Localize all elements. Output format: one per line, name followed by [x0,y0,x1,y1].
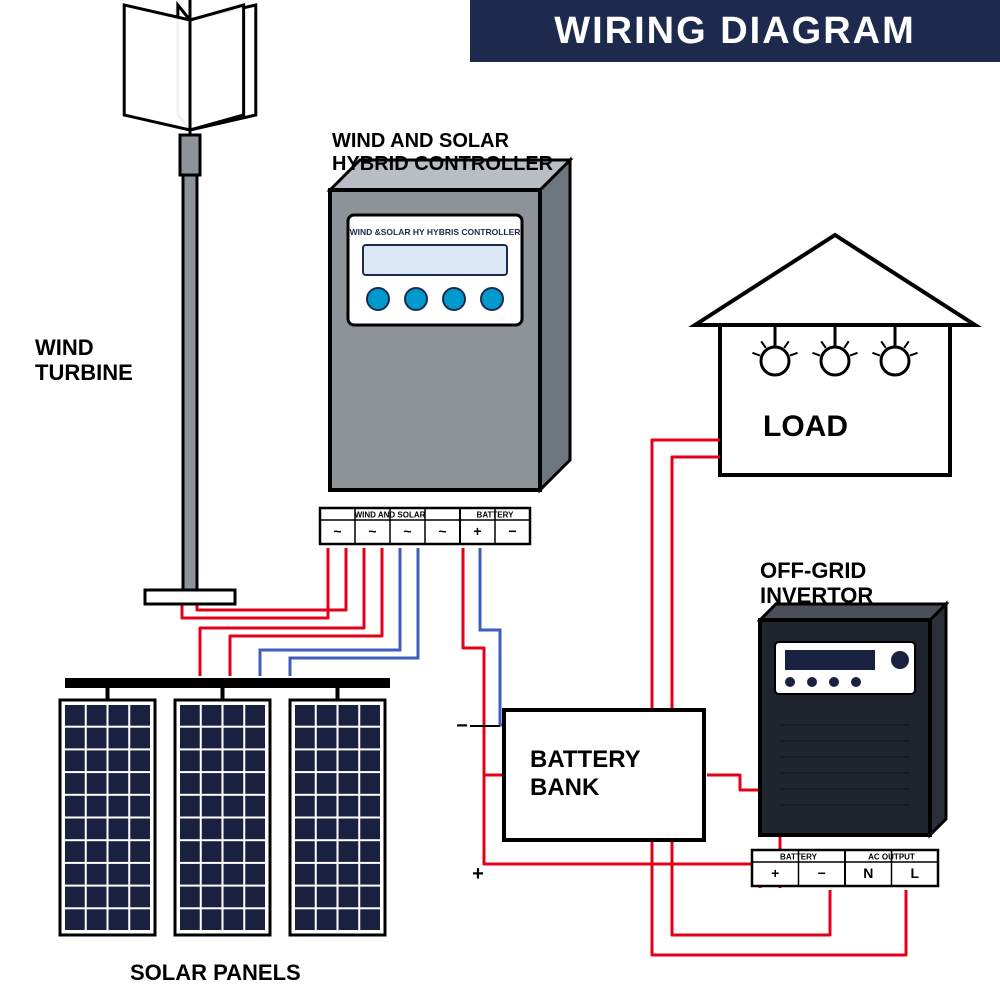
svg-text:−: − [818,865,826,881]
svg-text:N: N [863,865,873,881]
svg-text:~: ~ [333,523,341,539]
svg-text:WIND &SOLAR HY HYBRIS CONTROLL: WIND &SOLAR HY HYBRIS CONTROLLER [350,227,521,237]
wind-turbine-label: WIND TURBINE [35,335,133,386]
controller-button [405,288,427,310]
controller-button [481,288,503,310]
controller-button [367,288,389,310]
svg-text:~: ~ [403,523,411,539]
svg-text:~: ~ [368,523,376,539]
bulb-icon [821,347,849,375]
wire-red [463,548,502,775]
terminal-block: WIND AND SOLAR~~~~BATTERY+− [320,508,530,544]
off-grid-label: OFF-GRID INVERTOR [760,558,873,609]
svg-text:~: ~ [438,523,446,539]
bulb-icon [881,347,909,375]
solar-panels-icon [60,678,390,935]
svg-text:+: + [473,523,481,539]
solar-panels-label: SOLAR PANELS [130,960,301,985]
svg-text:−: − [508,523,516,539]
svg-text:+: + [472,863,484,885]
hybrid-controller-icon: WIND &SOLAR HY HYBRIS CONTROLLERWIND AND… [320,160,570,544]
load-label: LOAD [763,410,848,445]
svg-text:L: L [910,865,919,881]
svg-text:+: + [771,865,779,881]
controller-button [443,288,465,310]
controller-label: WIND AND SOLAR HYBRID CONTROLLER [332,130,553,176]
bulb-icon [761,347,789,375]
svg-text:−: − [456,715,468,737]
battery-bank-label: BATTERY BANK [530,746,641,801]
wire-red [182,548,328,618]
terminal-block: BATTERY+−AC OUTPUTNL [752,850,938,886]
wind-turbine-icon [124,0,256,604]
